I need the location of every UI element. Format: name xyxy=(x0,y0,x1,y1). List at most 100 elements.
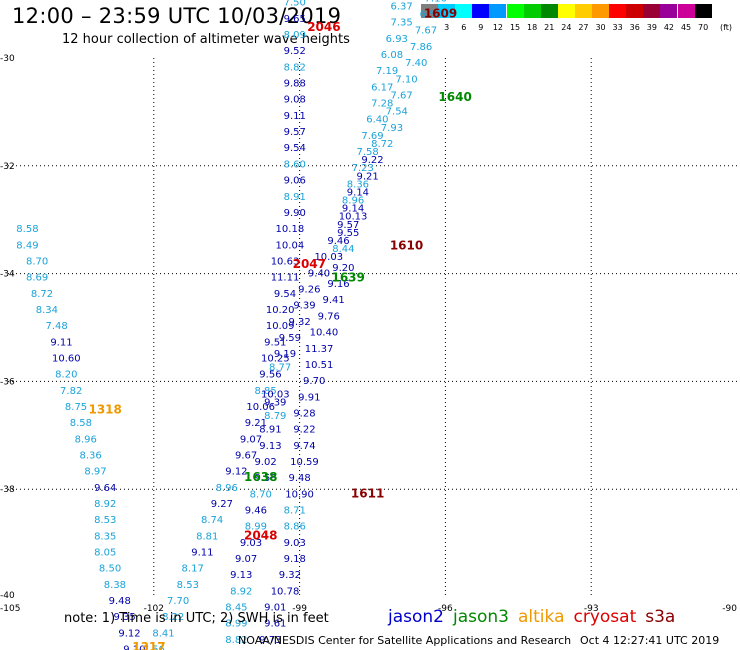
y-tick-label: -38 xyxy=(0,485,15,495)
x-tick-label: -102 xyxy=(144,604,164,614)
wave-height-label: 8.77 xyxy=(269,363,291,374)
scale-label: 9 xyxy=(478,23,484,32)
wave-height-label: 9.28 xyxy=(293,408,315,419)
wave-height-label: 10.40 xyxy=(310,328,339,339)
wave-height-label: 6.54 xyxy=(420,10,442,21)
wave-height-label: 8.99 xyxy=(245,522,267,533)
scale-swatch xyxy=(472,4,490,18)
wave-height-label: 9.57 xyxy=(284,127,306,138)
wave-height-label: 9.12 xyxy=(225,467,247,478)
wave-height-label: 9.03 xyxy=(284,538,306,549)
wave-height-label: 9.16 xyxy=(327,279,349,290)
wave-height-label: 7.93 xyxy=(381,123,403,134)
y-tick-label: -34 xyxy=(0,270,15,280)
wave-height-label: 10.60 xyxy=(52,353,81,364)
wave-height-label: 8.44 xyxy=(332,244,354,255)
scale-swatch xyxy=(677,4,695,18)
wave-height-label: 9.73 xyxy=(259,635,281,646)
wave-height-label: 9.88 xyxy=(284,79,306,90)
wave-height-label: 9.27 xyxy=(211,499,233,510)
wave-height-label: 7.50 xyxy=(284,0,306,9)
color-scale-unit: (ft) xyxy=(720,23,733,32)
scale-swatch xyxy=(438,4,456,18)
scale-swatch xyxy=(574,4,592,18)
wave-height-label: 8.91 xyxy=(284,192,306,203)
scale-label: 33 xyxy=(612,23,623,32)
wave-height-label: 11.11 xyxy=(271,273,300,284)
wave-height-label: 10.25 xyxy=(261,353,290,364)
wave-height-label: 10.09 xyxy=(266,321,295,332)
x-tick-label: -90 xyxy=(722,604,737,614)
wave-height-label: 9.64 xyxy=(94,483,116,494)
wave-height-label: 8.45 xyxy=(225,602,247,613)
wave-height-label: 10.20 xyxy=(266,305,295,316)
scale-swatch xyxy=(609,4,627,18)
scale-swatch xyxy=(643,4,661,18)
scale-swatch xyxy=(694,4,712,18)
wave-height-label: 8.09 xyxy=(284,30,306,41)
wave-height-label: 8.79 xyxy=(264,411,286,422)
wave-height-label: 7.86 xyxy=(410,42,432,53)
wave-height-label: 8.99 xyxy=(225,619,247,630)
wave-height-label: 9.74 xyxy=(293,441,315,452)
wave-height-label: 6.37 xyxy=(391,1,413,12)
scale-swatch xyxy=(506,4,524,18)
scale-label: 3 xyxy=(444,23,450,32)
scale-swatch xyxy=(523,4,541,18)
wave-height-label: 8.41 xyxy=(152,628,174,639)
wave-height-label: 9.13 xyxy=(259,441,281,452)
wave-height-label: 7.56 xyxy=(143,645,165,650)
wave-height-label: 8.38 xyxy=(104,580,126,591)
scale-swatch xyxy=(540,4,558,18)
wave-height-label: 9.07 xyxy=(240,434,262,445)
wave-height-label: 8.70 xyxy=(250,489,272,500)
wave-height-label: 9.13 xyxy=(230,570,252,581)
wave-height-label: 7.67 xyxy=(391,90,413,101)
wave-height-label: 9.18 xyxy=(284,554,306,565)
wave-height-label: 9.70 xyxy=(303,376,325,387)
wave-height-label: 8.91 xyxy=(259,425,281,436)
credit-date: Oct 4 12:27:41 UTC 2019 xyxy=(580,634,720,647)
pass-time-label: 1639 xyxy=(331,271,364,285)
wave-height-label: 8.49 xyxy=(16,240,38,251)
wave-height-label: 10.51 xyxy=(305,360,334,371)
scale-label: 24 xyxy=(561,23,572,32)
wave-height-label: 8.71 xyxy=(284,505,306,516)
wave-height-label: 7.82 xyxy=(60,386,82,397)
wave-height-label: 9.32 xyxy=(279,570,301,581)
wave-height-label: 9.10 xyxy=(123,645,145,650)
wave-height-label: 9.11 xyxy=(284,111,306,122)
wave-height-label: 9.90 xyxy=(284,208,306,219)
pass-time-label: 2047 xyxy=(293,257,326,271)
wave-height-label: 9.26 xyxy=(298,284,320,295)
wave-height-label: 9.07 xyxy=(235,554,257,565)
pass-time-label: 1317 xyxy=(132,640,165,650)
wave-height-label: 7.10 xyxy=(395,74,417,85)
wave-height-label: 8.96 xyxy=(216,483,238,494)
wave-height-label: 9.54 xyxy=(284,143,306,154)
wave-height-label: 8.58 xyxy=(16,224,38,235)
scale-swatch xyxy=(421,4,439,18)
wave-height-label: 9.06 xyxy=(284,176,306,187)
legend-entry: s3a xyxy=(645,607,676,627)
wave-height-label: 7.67 xyxy=(415,26,437,37)
wave-height-label: 10.78 xyxy=(271,586,300,597)
wave-height-label: 9.11 xyxy=(50,337,72,348)
scale-swatch xyxy=(489,4,507,18)
wave-height-label: 9.46 xyxy=(327,236,349,247)
y-tick-label: -32 xyxy=(0,162,15,172)
scale-label: 39 xyxy=(646,23,657,32)
wave-height-label: 7.28 xyxy=(371,99,393,110)
scale-swatch xyxy=(660,4,678,18)
credit-text: NOAA/NESDIS Center for Satellite Applica… xyxy=(238,634,572,647)
wave-height-label: 10.13 xyxy=(339,212,368,223)
wave-height-label: 8.86 xyxy=(284,522,306,533)
wave-height-label: 8.85 xyxy=(254,386,276,397)
wave-height-label: 8.53 xyxy=(94,515,116,526)
wave-height-label: 9.56 xyxy=(259,370,281,381)
wave-height-label: 8.74 xyxy=(201,515,223,526)
scale-swatch xyxy=(592,4,610,18)
wave-height-label: 9.54 xyxy=(274,289,296,300)
scale-label: 30 xyxy=(595,23,606,32)
wave-height-label: 9.57 xyxy=(337,220,359,231)
